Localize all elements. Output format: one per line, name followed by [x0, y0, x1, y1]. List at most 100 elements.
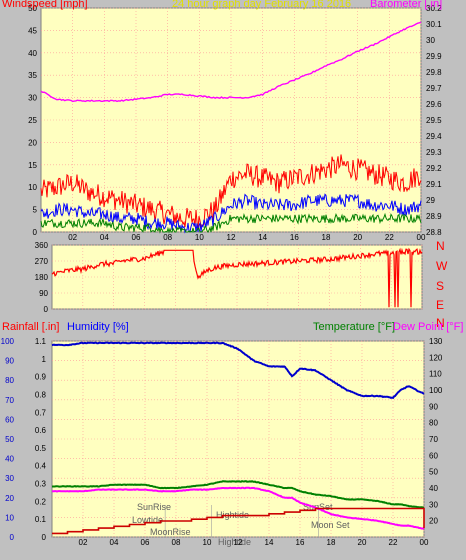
direction-tick-label: 270: [35, 257, 49, 266]
sunrise-label: SunRise: [137, 502, 171, 512]
rainfall-tick-label: 0.7: [35, 408, 47, 417]
wind-tick-label: 45: [28, 26, 37, 35]
lower-hour-tick-label: 18: [327, 538, 336, 547]
rainfall-tick-label: 0.3: [35, 480, 47, 489]
hour-tick-label: 14: [258, 233, 267, 242]
wind-barometer-series: [40, 21, 422, 234]
barometer-tick-label: 29.8: [426, 68, 442, 77]
barometer-axis-labels: 28.8 28.9 29 29.1 29.2 29.3 29.4 29.5 29.6 29.7 29…: [426, 4, 442, 237]
wind-barometer-grid: [41, 7, 422, 233]
temperature-axis-labels: 20 30 40 50 60 70 80 90 100 110 120 130: [429, 337, 443, 526]
rainfall-axis-labels: 0 0.1 0.2 0.3 0.4 0.5 0.6 0.7 0.8 0.9 1 1.1: [35, 337, 47, 542]
temperature-tick-label: 20: [429, 517, 438, 526]
wind-direction-line: [51, 247, 423, 308]
compass-labels: N W S E N: [436, 239, 448, 330]
humidity-tick-label: 0: [10, 533, 15, 542]
wind-tick-label: 10: [28, 183, 37, 192]
compass-w: W: [436, 259, 448, 273]
compass-n-bottom: N: [436, 316, 445, 330]
wind-direction-series: [51, 247, 423, 308]
barometer-tick-label: 29.4: [426, 132, 442, 141]
rainfall-tick-label: 1.1: [35, 337, 47, 346]
temperature-tick-label: 50: [429, 468, 438, 477]
temperature-tick-label: 40: [429, 484, 438, 493]
compass-n-top: N: [436, 239, 445, 253]
temperature-line: [52, 480, 425, 509]
wind-tick-label: 15: [28, 161, 37, 170]
barometer-tick-label: 28.8: [426, 228, 442, 237]
hour-tick-label: 16: [290, 233, 299, 242]
moonset-label: Moon Set: [311, 520, 350, 530]
humidity-tick-label: 40: [5, 455, 14, 464]
lower-hour-tick-label: 08: [172, 538, 181, 547]
wind-tick-label: 50: [28, 4, 37, 13]
hour-tick-label: 18: [322, 233, 331, 242]
moonrise-label: MoonRise: [150, 527, 191, 537]
humidity-tick-label: 70: [5, 396, 14, 405]
hour-tick-label: 06: [132, 233, 141, 242]
barometer-line: [40, 21, 422, 103]
humidity-line: [51, 341, 425, 400]
temperature-tick-label: 110: [429, 370, 442, 379]
humidity-tick-label: 80: [5, 376, 14, 385]
wind-tick-label: 20: [28, 138, 37, 147]
wind-tick-label: 5: [33, 206, 38, 215]
barometer-tick-label: 29.3: [426, 148, 442, 157]
direction-axis-labels: 0 90 180 270 360: [35, 241, 49, 314]
direction-tick-label: 90: [39, 289, 48, 298]
rainfall-tick-label: 0.2: [35, 497, 47, 506]
barometer-label: Barometer [.in]: [370, 0, 442, 10]
humidity-tick-label: 60: [5, 415, 14, 424]
wind-low-line: [40, 212, 422, 234]
dewpoint-line: [51, 486, 425, 530]
hightide-label-2: Hightide: [218, 537, 251, 547]
temperature-tick-label: 130: [429, 337, 443, 346]
wind-tick-label: 0: [33, 228, 38, 237]
wind-gust-line: [40, 154, 422, 230]
temperature-tick-label: 120: [429, 353, 443, 362]
lower-hour-tick-label: 22: [389, 538, 398, 547]
hour-axis-labels-lower: 02 04 06 08 10 12 14 16 18 20 22 00: [79, 538, 429, 547]
graph-title: 24 hour graph day February 16 2016: [172, 0, 351, 10]
direction-tick-label: 0: [44, 305, 49, 314]
direction-tick-label: 180: [35, 273, 49, 282]
lower-hour-tick-label: 04: [110, 538, 119, 547]
rainfall-tick-label: 0.6: [35, 426, 47, 435]
humidity-label: Humidity [%]: [67, 321, 129, 333]
lower-hour-tick-label: 06: [141, 538, 150, 547]
humidity-tick-label: 30: [5, 474, 14, 483]
hour-axis-labels: 02 04 06 08 10 12 14 16 18 20 22 00: [68, 233, 426, 242]
lower-hour-tick-label: 14: [265, 538, 274, 547]
lower-hour-tick-label: 12: [234, 538, 243, 547]
rainfall-label: Rainfall [.in]: [2, 321, 59, 333]
rainfall-tick-label: 0.1: [35, 515, 47, 524]
barometer-tick-label: 28.9: [426, 212, 442, 221]
barometer-tick-label: 29.7: [426, 84, 442, 93]
wind-axis-labels: 0 5 10 15 20 25 30 35 40 45 50: [28, 4, 37, 237]
rainfall-tick-label: 0.8: [35, 390, 47, 399]
hour-tick-label: 08: [163, 233, 172, 242]
direction-tick-label: 360: [35, 241, 49, 250]
rainfall-tick-label: 0.5: [35, 444, 47, 453]
rainfall-tick-label: 0: [42, 533, 47, 542]
hour-tick-label: 04: [100, 233, 109, 242]
compass-e: E: [436, 298, 444, 312]
wind-tick-label: 40: [28, 49, 37, 58]
barometer-tick-label: 30.1: [426, 20, 442, 29]
wind-average-line: [40, 193, 422, 234]
humidity-tick-label: 10: [5, 513, 14, 522]
temperature-tick-label: 70: [429, 435, 438, 444]
dewpoint-label: Dew Point [°F]: [393, 321, 463, 333]
humidity-tick-label: 90: [5, 357, 14, 366]
temperature-label: Temperature [°F]: [313, 321, 395, 333]
wind-tick-label: 35: [28, 71, 37, 80]
compass-s: S: [436, 279, 444, 293]
barometer-tick-label: 29.1: [426, 180, 442, 189]
wind-direction-plot-area: [51, 244, 423, 310]
temperature-tick-label: 100: [429, 386, 443, 395]
hour-tick-label: 00: [417, 233, 426, 242]
hour-tick-label: 02: [68, 233, 77, 242]
hour-tick-label: 12: [227, 233, 236, 242]
